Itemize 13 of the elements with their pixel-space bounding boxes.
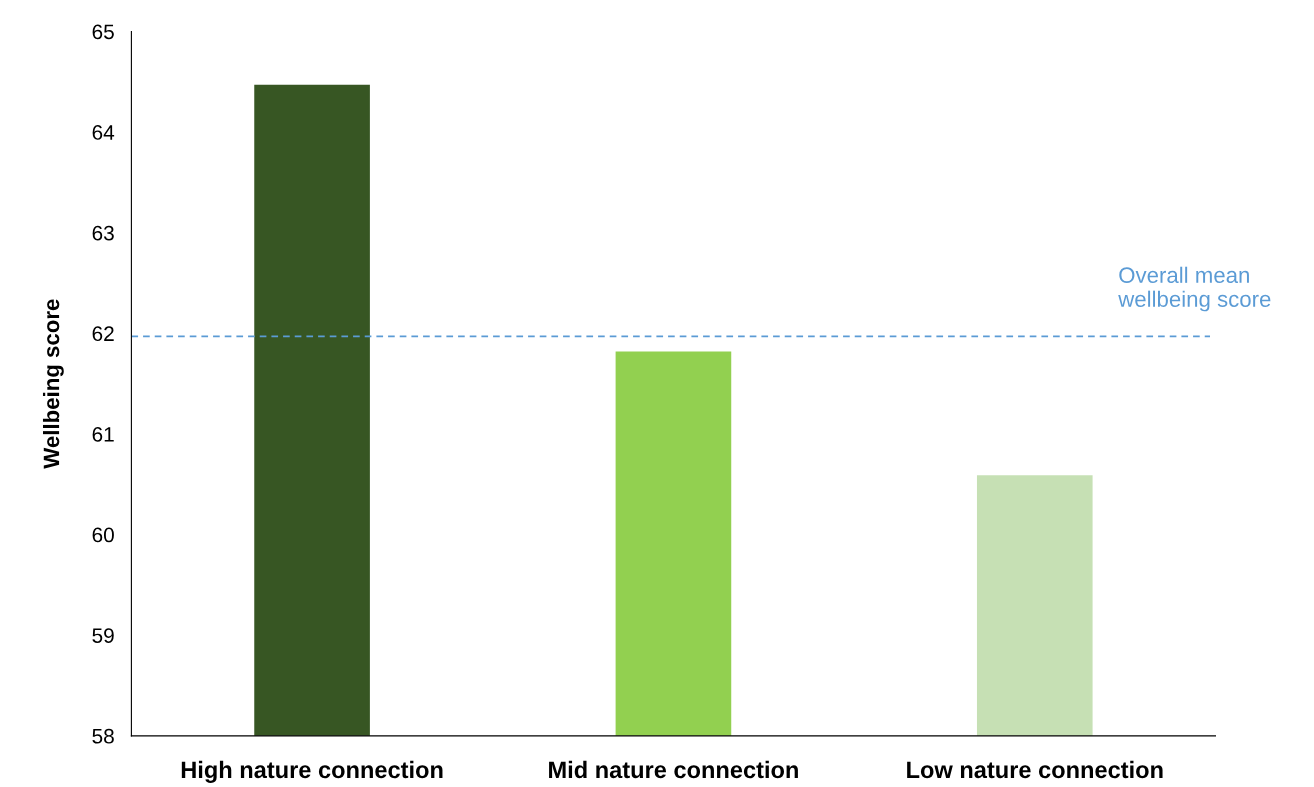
y-tick-label: 59 — [92, 628, 114, 643]
y-tick-label: 60 — [92, 527, 114, 543]
ref-line-label: Overall mean wellbeing score — [1118, 266, 1271, 312]
y-tick-label: 65 — [92, 24, 114, 40]
y-axis-title: Wellbeing score — [42, 299, 64, 469]
x-tick-label: Low nature connection — [907, 760, 1163, 779]
y-tick-label: 64 — [92, 125, 115, 140]
y-tick-label: 63 — [92, 225, 114, 241]
y-tick-label: 62 — [92, 326, 114, 342]
y-tick-label: 58 — [92, 728, 114, 744]
y-tick-label: 61 — [92, 426, 114, 442]
x-tick-label: Mid nature connection — [549, 760, 798, 779]
x-tick-label: High nature connection — [181, 760, 443, 783]
